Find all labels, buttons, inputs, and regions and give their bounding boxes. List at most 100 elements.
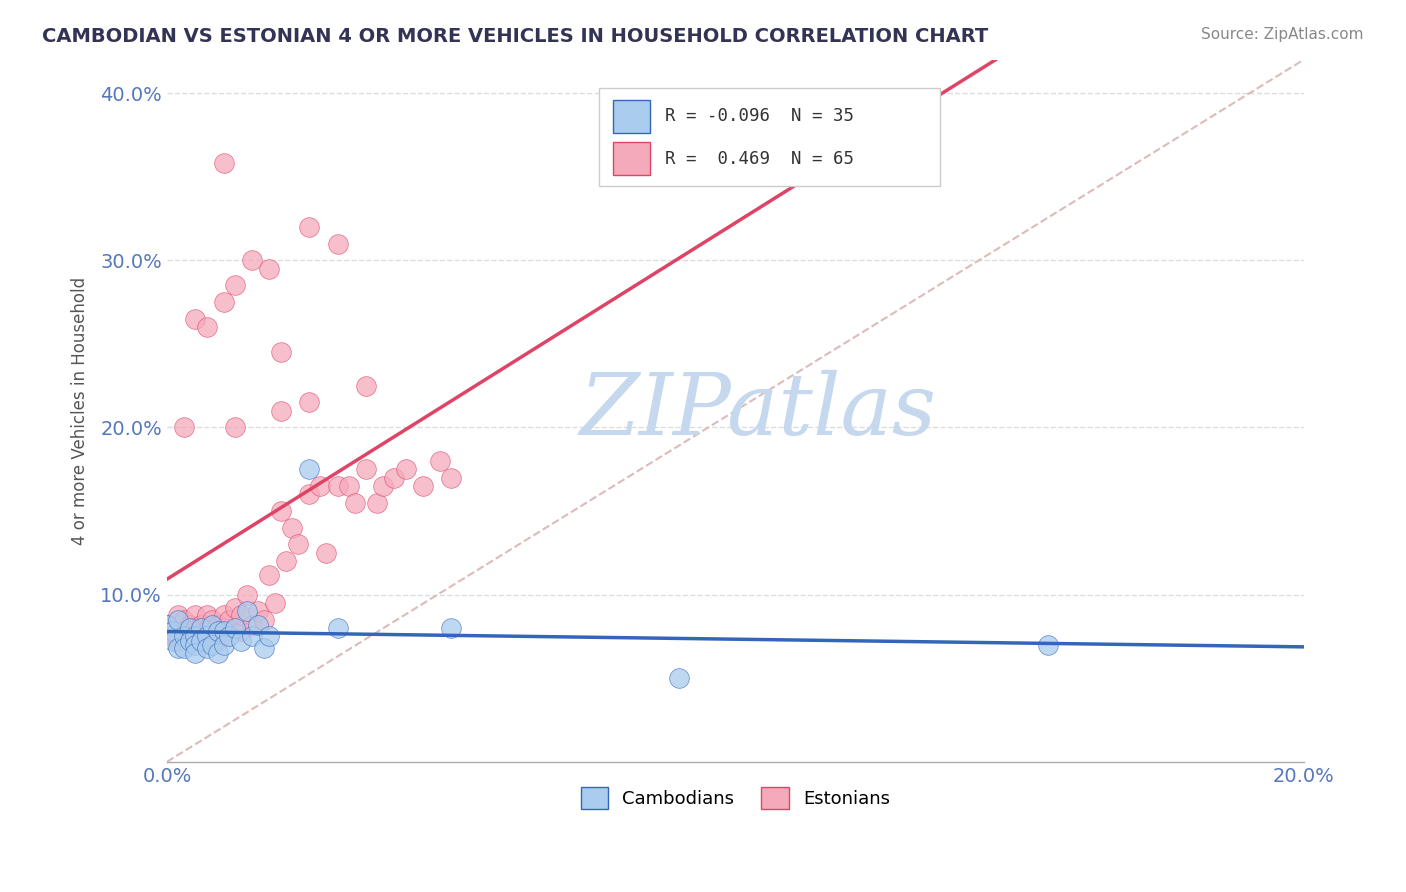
Point — [173, 629, 195, 643]
Point — [184, 311, 207, 326]
Point — [184, 621, 207, 635]
Point — [184, 629, 207, 643]
Point — [184, 646, 207, 660]
Point — [382, 470, 405, 484]
Point — [395, 462, 418, 476]
Point — [224, 420, 246, 434]
Point — [412, 479, 434, 493]
Point — [252, 613, 274, 627]
Point — [212, 156, 235, 170]
Point — [287, 537, 309, 551]
Text: R =  0.469  N = 65: R = 0.469 N = 65 — [665, 150, 853, 168]
Point — [156, 617, 179, 632]
Point — [212, 295, 235, 310]
Point — [201, 629, 224, 643]
Point — [179, 634, 201, 648]
Point — [179, 621, 201, 635]
Point — [212, 638, 235, 652]
Point — [366, 495, 388, 509]
Point — [162, 624, 184, 639]
Point — [326, 621, 349, 635]
Point — [298, 462, 321, 476]
Point — [354, 378, 377, 392]
Point — [315, 546, 337, 560]
FancyBboxPatch shape — [613, 142, 650, 176]
Point — [184, 634, 207, 648]
Point — [173, 641, 195, 656]
Point — [229, 624, 252, 639]
Point — [259, 567, 281, 582]
Point — [326, 479, 349, 493]
Text: ZIPatlas: ZIPatlas — [579, 369, 936, 452]
Point — [264, 596, 287, 610]
Text: Source: ZipAtlas.com: Source: ZipAtlas.com — [1201, 27, 1364, 42]
Point — [229, 607, 252, 622]
Point — [212, 621, 235, 635]
Point — [184, 638, 207, 652]
Point — [195, 607, 218, 622]
Point — [281, 521, 304, 535]
Point — [162, 629, 184, 643]
Point — [246, 617, 269, 632]
Point — [195, 629, 218, 643]
Point — [190, 634, 212, 648]
Point — [201, 638, 224, 652]
Point — [190, 617, 212, 632]
Point — [298, 219, 321, 234]
Point — [218, 613, 240, 627]
Point — [259, 261, 281, 276]
Text: CAMBODIAN VS ESTONIAN 4 OR MORE VEHICLES IN HOUSEHOLD CORRELATION CHART: CAMBODIAN VS ESTONIAN 4 OR MORE VEHICLES… — [42, 27, 988, 45]
Point — [240, 629, 263, 643]
Point — [207, 634, 229, 648]
Point — [309, 479, 332, 493]
Point — [240, 253, 263, 268]
Point — [162, 624, 184, 639]
FancyBboxPatch shape — [613, 100, 650, 133]
Point — [270, 403, 292, 417]
Point — [212, 607, 235, 622]
Point — [252, 641, 274, 656]
Point — [167, 634, 190, 648]
Point — [440, 470, 463, 484]
Point — [207, 624, 229, 639]
Point — [235, 588, 257, 602]
Point — [240, 617, 263, 632]
Point — [190, 629, 212, 643]
Point — [173, 624, 195, 639]
Point — [156, 617, 179, 632]
Point — [326, 236, 349, 251]
Point — [195, 320, 218, 334]
Point — [343, 495, 366, 509]
Point — [246, 604, 269, 618]
Point — [195, 641, 218, 656]
Text: R = -0.096  N = 35: R = -0.096 N = 35 — [665, 107, 853, 126]
Point — [371, 479, 394, 493]
Point — [354, 462, 377, 476]
Point — [173, 420, 195, 434]
Point — [162, 634, 184, 648]
Point — [218, 629, 240, 643]
Point — [270, 345, 292, 359]
Point — [207, 617, 229, 632]
Point — [195, 624, 218, 639]
Point — [298, 487, 321, 501]
Point — [173, 613, 195, 627]
Point — [201, 613, 224, 627]
Point — [259, 629, 281, 643]
Point — [429, 454, 451, 468]
Point — [229, 634, 252, 648]
Point — [337, 479, 360, 493]
Point — [190, 621, 212, 635]
Point — [207, 646, 229, 660]
Point — [298, 395, 321, 409]
FancyBboxPatch shape — [599, 87, 941, 186]
Legend: Cambodians, Estonians: Cambodians, Estonians — [574, 780, 897, 816]
Point — [668, 671, 690, 685]
Point — [224, 278, 246, 293]
Point — [179, 634, 201, 648]
Point — [235, 604, 257, 618]
Point — [224, 601, 246, 615]
Point — [1036, 638, 1059, 652]
Point — [212, 624, 235, 639]
Point — [167, 607, 190, 622]
